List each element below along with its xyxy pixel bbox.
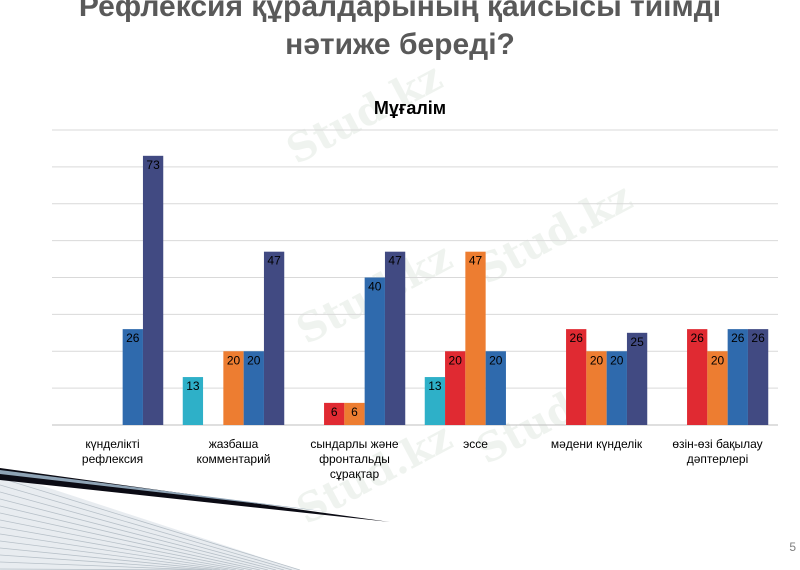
bar (465, 251, 486, 425)
bar (263, 251, 285, 425)
decor-stripe (0, 477, 301, 570)
chart-title: Мұғалім (374, 98, 446, 118)
chart-data-labels: 26 73 13 20 20 47 6 6 40 47 13 20 47 20 26 20 20 25 26 20 26… (126, 158, 765, 419)
decor-stripe (0, 561, 205, 570)
data-label: 13 (428, 379, 442, 393)
bar (586, 351, 607, 425)
chart-bars (122, 155, 769, 425)
decor-stripe (0, 526, 245, 570)
data-label: 47 (388, 254, 402, 268)
x-tick-label: эссе (463, 437, 488, 451)
data-label: 20 (247, 353, 261, 367)
data-label: 6 (351, 405, 358, 419)
slide-title-line-2: нәтиже береді? (285, 28, 515, 61)
x-tick-label: сындарлы және фронтальды сұрақтар (310, 437, 398, 481)
bar (324, 402, 345, 425)
bar (727, 329, 748, 425)
bar (747, 329, 769, 425)
chart-gridlines (52, 129, 778, 426)
x-tick-label: күнделікті рефлексия (82, 437, 143, 466)
data-label: 20 (489, 353, 503, 367)
bar (445, 351, 466, 425)
decor-stripe-band (0, 472, 300, 570)
data-label: 13 (186, 379, 200, 393)
data-label: 6 (331, 405, 338, 419)
bar (182, 377, 204, 425)
data-label: 26 (731, 331, 745, 345)
x-tick-label: мәдени күнделік (551, 437, 643, 451)
bar (344, 402, 365, 425)
data-label: 20 (711, 353, 725, 367)
bar (606, 351, 627, 425)
data-label: 20 (610, 353, 624, 367)
bar (626, 332, 648, 425)
data-label: 26 (126, 331, 140, 345)
decor-stripe (0, 491, 285, 570)
data-label: 20 (227, 353, 241, 367)
data-label: 20 (590, 353, 604, 367)
decor-stripe (0, 498, 277, 570)
data-label: 47 (469, 254, 483, 268)
page-number: 5 (789, 540, 796, 554)
decor-stripe (0, 484, 293, 570)
decor-stripe (0, 547, 221, 570)
decor-stripe (0, 554, 213, 570)
data-label: 47 (267, 254, 281, 268)
data-label: 26 (751, 331, 765, 345)
bar (566, 329, 587, 425)
bar (243, 351, 264, 425)
data-label: 26 (570, 331, 584, 345)
decor-stripe (0, 533, 237, 570)
bar (364, 277, 385, 425)
slide-title: Рефлексия құралдарының қайсысы тиімді нә… (0, 0, 800, 64)
bar (384, 251, 406, 425)
decor-stripe (0, 512, 261, 570)
bar (142, 155, 164, 425)
decor-stripe (0, 540, 229, 570)
x-tick-label: жазбаша комментарий (197, 437, 271, 466)
data-label: 73 (146, 158, 160, 172)
data-label: 25 (630, 335, 644, 349)
bar (687, 329, 708, 425)
slide-decoration (0, 468, 390, 570)
data-label: 20 (449, 353, 463, 367)
bar (424, 377, 446, 425)
decor-stripe (0, 519, 253, 570)
slide-title-line-1: Рефлексия құралдарының қайсысы тиімді (78, 0, 722, 23)
data-label: 40 (368, 280, 382, 294)
x-tick-label: өзін-өзі бақылау дәптерлері (672, 437, 762, 466)
bar (122, 329, 143, 425)
decor-stripe (0, 505, 269, 570)
bar (707, 351, 728, 425)
decor-blue-swoosh (0, 470, 330, 512)
bar (485, 351, 506, 425)
data-label: 26 (691, 331, 705, 345)
bar (223, 351, 244, 425)
chart-x-axis-labels: күнделікті рефлексия жазбаша комментарий сын… (82, 437, 763, 481)
